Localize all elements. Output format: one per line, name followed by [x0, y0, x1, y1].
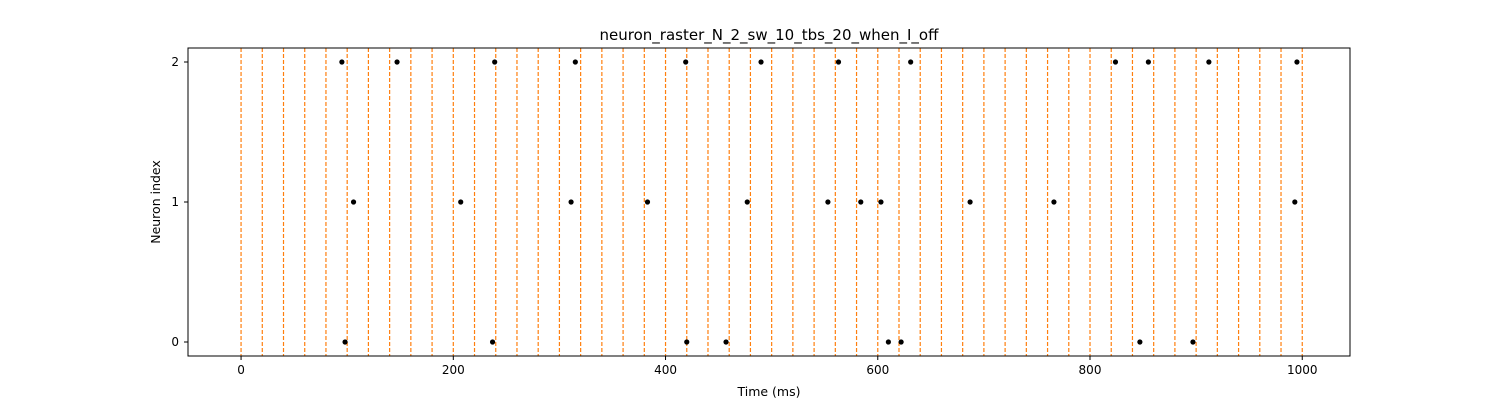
spike-neuron-2-11	[1294, 59, 1300, 65]
x-tick-label-200: 200	[442, 363, 465, 377]
spike-neuron-0-3	[723, 339, 729, 345]
spike-neuron-0-5	[898, 339, 904, 345]
spike-neuron-2-0	[339, 59, 345, 65]
spike-neuron-0-2	[684, 339, 690, 345]
spike-neuron-1-7	[878, 199, 884, 205]
spike-neuron-2-4	[683, 59, 689, 65]
spike-neuron-2-3	[572, 59, 578, 65]
x-tick-label-800: 800	[1079, 363, 1102, 377]
y-tick-label-2: 2	[171, 55, 179, 69]
spike-neuron-0-6	[1137, 339, 1143, 345]
spike-neuron-1-10	[1292, 199, 1298, 205]
spike-neuron-1-1	[458, 199, 464, 205]
spike-neuron-0-4	[885, 339, 891, 345]
spike-neuron-2-2	[492, 59, 498, 65]
spike-neuron-1-8	[967, 199, 973, 205]
spike-neuron-2-10	[1206, 59, 1212, 65]
y-tick-label-1: 1	[171, 195, 179, 209]
x-axis-label: Time (ms)	[736, 384, 800, 399]
spike-neuron-2-6	[835, 59, 842, 65]
spike-neuron-1-0	[350, 199, 357, 205]
x-tick-label-600: 600	[866, 363, 889, 377]
spike-neuron-2-1	[394, 59, 400, 65]
axis-ticks: 0 200 400 600 800 1000 0 1 2	[171, 55, 1317, 377]
spike-neuron-1-5	[825, 199, 831, 205]
spike-neuron-1-4	[744, 199, 750, 205]
x-tick-label-0: 0	[237, 363, 245, 377]
spike-neuron-1-6	[858, 199, 864, 205]
spike-neuron-0-0	[342, 339, 348, 345]
spike-neuron-1-2	[568, 199, 574, 205]
x-tick-label-400: 400	[654, 363, 677, 377]
spike-neuron-1-9	[1051, 199, 1057, 205]
vertical-lines	[240, 48, 1303, 356]
chart-title: neuron_raster_N_2_sw_10_tbs_20_when_I_of…	[600, 26, 940, 45]
y-tick-label-0: 0	[171, 335, 179, 349]
spike-neuron-2-8	[1112, 59, 1119, 65]
y-axis-label: Neuron index	[148, 160, 163, 244]
x-tick-label-1000: 1000	[1287, 363, 1318, 377]
spike-neuron-2-5	[758, 59, 764, 65]
spike-neuron-1-3	[644, 199, 651, 205]
plot-area-frame	[187, 47, 1351, 357]
spike-points	[339, 59, 1300, 345]
spike-neuron-0-1	[489, 339, 496, 345]
spike-neuron-0-7	[1190, 339, 1196, 345]
spike-neuron-2-7	[908, 59, 914, 65]
spike-neuron-2-9	[1145, 59, 1151, 65]
